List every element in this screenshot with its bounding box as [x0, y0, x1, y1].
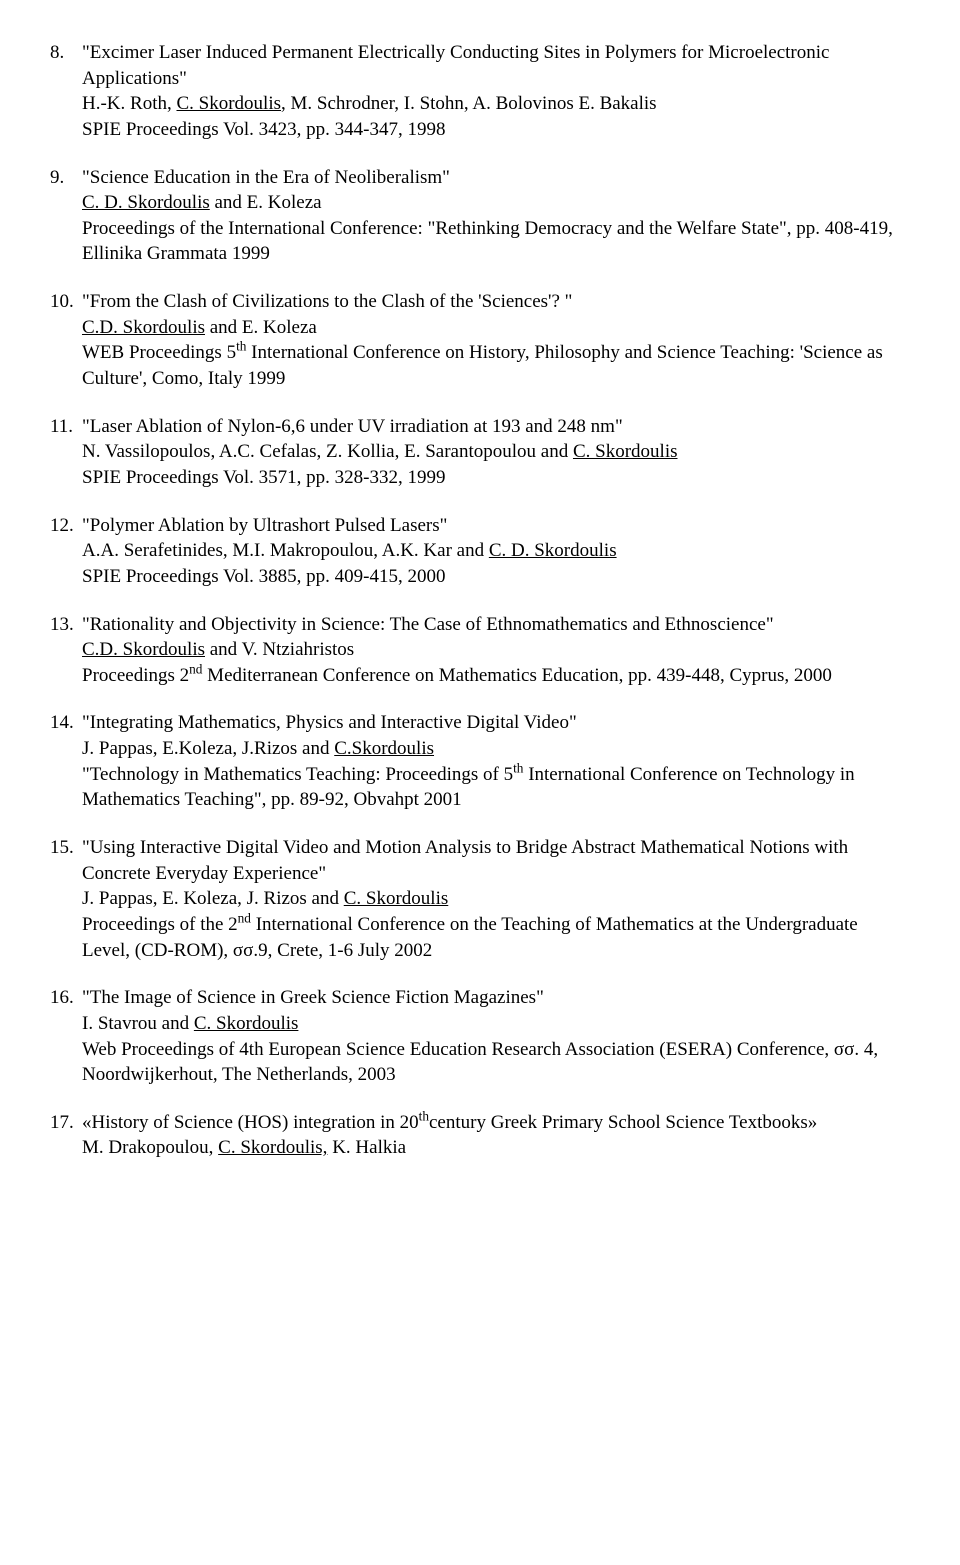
entry-body: "Using Interactive Digital Video and Mot… — [82, 835, 910, 963]
entry-title: "Laser Ablation of Nylon-6,6 under UV ir… — [82, 414, 910, 440]
entry-number: 13. — [50, 612, 82, 689]
entry-title: «History of Science (HOS) integration in… — [82, 1110, 910, 1136]
publication-entry: 14."Integrating Mathematics, Physics and… — [50, 710, 910, 813]
entry-authors: C.D. Skordoulis and V. Ntziahristos — [82, 637, 910, 663]
entry-publication: SPIE Proceedings Vol. 3571, pp. 328-332,… — [82, 465, 910, 491]
entry-title: "From the Clash of Civilizations to the … — [82, 289, 910, 315]
entry-authors: M. Drakopoulou, C. Skordoulis, K. Halkia — [82, 1135, 910, 1161]
entry-body: "Integrating Mathematics, Physics and In… — [82, 710, 910, 813]
entry-title: "Excimer Laser Induced Permanent Electri… — [82, 40, 910, 91]
entry-body: "Polymer Ablation by Ultrashort Pulsed L… — [82, 513, 910, 590]
publication-entry: 9."Science Education in the Era of Neoli… — [50, 165, 910, 268]
entry-authors: J. Pappas, E. Koleza, J. Rizos and C. Sk… — [82, 886, 910, 912]
entry-title: "Rationality and Objectivity in Science:… — [82, 612, 910, 638]
entry-authors: H.-K. Roth, C. Skordoulis, M. Schrodner,… — [82, 91, 910, 117]
entry-publication: Web Proceedings of 4th European Science … — [82, 1037, 910, 1088]
entry-title: "Integrating Mathematics, Physics and In… — [82, 710, 910, 736]
entry-title: "The Image of Science in Greek Science F… — [82, 985, 910, 1011]
entry-body: "The Image of Science in Greek Science F… — [82, 985, 910, 1088]
entry-publication: Proceedings of the 2nd International Con… — [82, 912, 910, 963]
entry-authors: I. Stavrou and C. Skordoulis — [82, 1011, 910, 1037]
entry-title: "Science Education in the Era of Neolibe… — [82, 165, 910, 191]
entry-title: "Polymer Ablation by Ultrashort Pulsed L… — [82, 513, 910, 539]
publication-entry: 17.«History of Science (HOS) integration… — [50, 1110, 910, 1161]
entry-authors: C. D. Skordoulis and E. Koleza — [82, 190, 910, 216]
entry-body: "Science Education in the Era of Neolibe… — [82, 165, 910, 268]
entry-publication: Proceedings of the International Confere… — [82, 216, 910, 267]
publication-entry: 10."From the Clash of Civilizations to t… — [50, 289, 910, 392]
entry-publication: Proceedings 2nd Mediterranean Conference… — [82, 663, 910, 689]
publication-list: 8."Excimer Laser Induced Permanent Elect… — [50, 40, 910, 1161]
publication-entry: 16. "The Image of Science in Greek Scien… — [50, 985, 910, 1088]
entry-publication: "Technology in Mathematics Teaching: Pro… — [82, 762, 910, 813]
entry-publication: SPIE Proceedings Vol. 3423, pp. 344-347,… — [82, 117, 910, 143]
entry-body: "Excimer Laser Induced Permanent Electri… — [82, 40, 910, 143]
entry-body: "From the Clash of Civilizations to the … — [82, 289, 910, 392]
entry-number: 9. — [50, 165, 82, 268]
entry-authors: A.A. Serafetinides, M.I. Makropoulou, A.… — [82, 538, 910, 564]
entry-number: 11. — [50, 414, 82, 491]
entry-number: 8. — [50, 40, 82, 143]
entry-number: 12. — [50, 513, 82, 590]
entry-authors: N. Vassilopoulos, A.C. Cefalas, Z. Kolli… — [82, 439, 910, 465]
publication-entry: 11."Laser Ablation of Nylon-6,6 under UV… — [50, 414, 910, 491]
entry-authors: J. Pappas, E.Koleza, J.Rizos and C.Skord… — [82, 736, 910, 762]
entry-authors: C.D. Skordoulis and E. Koleza — [82, 315, 910, 341]
entry-number: 14. — [50, 710, 82, 813]
entry-publication: WEB Proceedings 5th International Confer… — [82, 340, 910, 391]
publication-entry: 15. "Using Interactive Digital Video and… — [50, 835, 910, 963]
publication-entry: 8."Excimer Laser Induced Permanent Elect… — [50, 40, 910, 143]
entry-title: "Using Interactive Digital Video and Mot… — [82, 835, 910, 886]
entry-body: «History of Science (HOS) integration in… — [82, 1110, 910, 1161]
publication-entry: 13."Rationality and Objectivity in Scien… — [50, 612, 910, 689]
publication-entry: 12."Polymer Ablation by Ultrashort Pulse… — [50, 513, 910, 590]
entry-number: 15. — [50, 835, 82, 963]
entry-number: 16. — [50, 985, 82, 1088]
entry-number: 10. — [50, 289, 82, 392]
entry-body: "Laser Ablation of Nylon-6,6 under UV ir… — [82, 414, 910, 491]
entry-number: 17. — [50, 1110, 82, 1161]
entry-publication: SPIE Proceedings Vol. 3885, pp. 409-415,… — [82, 564, 910, 590]
entry-body: "Rationality and Objectivity in Science:… — [82, 612, 910, 689]
